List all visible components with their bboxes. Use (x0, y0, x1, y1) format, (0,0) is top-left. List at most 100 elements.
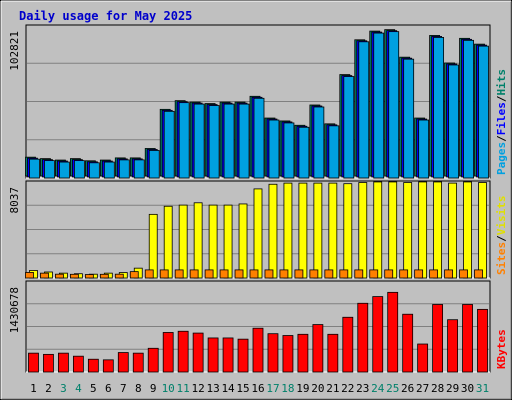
bar-pages-day-22 (343, 76, 355, 179)
bar-sites-day-9 (144, 269, 154, 279)
x-tick-label-day-30: 30 (461, 382, 474, 395)
bar-visits-day-14 (223, 204, 233, 279)
bar-kbytes-day-12 (192, 332, 204, 373)
bar-visits-day-16 (253, 188, 263, 279)
bar-visits-day-22 (343, 183, 353, 279)
bar-sites-day-14 (219, 269, 229, 279)
x-tick-label-day-31: 31 (476, 382, 489, 395)
bar-pages-day-6 (103, 161, 115, 179)
bar-pages-day-11 (178, 102, 190, 179)
bar-pages-day-20 (313, 106, 325, 179)
bar-kbytes-day-23 (357, 302, 369, 373)
bar-visits-day-23 (358, 182, 368, 279)
x-tick-label-day-21: 21 (326, 382, 339, 395)
bar-sites-day-15 (234, 269, 244, 279)
bar-sites-day-20 (309, 269, 319, 279)
x-axis-day-labels: 1 2 3 4 5 6 7 8 9 10 11 12 13 14 15 16 17 18 19 20 21 22 23 24 2… (30, 382, 489, 395)
x-tick-label-day-15: 15 (236, 382, 249, 395)
bar-visits-day-20 (313, 182, 323, 279)
bar-pages-day-14 (223, 103, 235, 179)
bar-pages-day-30 (463, 39, 474, 179)
bar-kbytes-day-19 (297, 333, 309, 373)
x-tick-label-day-8: 8 (135, 382, 142, 395)
bar-sites-day-28 (429, 269, 439, 279)
side-legend-part: / (495, 235, 508, 242)
bar-sites-day-29 (444, 269, 453, 279)
bar-kbytes-day-30 (462, 304, 473, 373)
panel-visits-sites: 8037 Sites/Visits (8, 180, 508, 279)
side-legend-part: / (495, 95, 508, 102)
side-legend-part: Pages (495, 142, 508, 175)
bar-pages-day-21 (328, 125, 340, 179)
bar-sites-day-26 (399, 269, 409, 279)
y-max-label: 1430678 (8, 287, 21, 333)
x-tick-label-day-18: 18 (281, 382, 294, 395)
x-tick-label-day-9: 9 (150, 382, 157, 395)
bar-pages-day-28 (433, 37, 445, 179)
bar-pages-day-1 (29, 158, 40, 179)
bar-sites-day-18 (279, 269, 289, 279)
bar-visits-day-11 (178, 204, 188, 279)
x-tick-label-day-22: 22 (341, 382, 354, 395)
bar-kbytes-day-29 (447, 319, 458, 373)
side-legend-part: / (495, 135, 508, 142)
bar-pages-day-8 (133, 159, 145, 179)
bar-pages-day-2 (44, 160, 55, 179)
bar-pages-day-12 (193, 103, 205, 179)
bar-pages-day-24 (373, 32, 385, 179)
bar-kbytes-day-3 (58, 352, 69, 373)
x-tick-label-day-20: 20 (311, 382, 324, 395)
bar-sites-day-3 (55, 273, 64, 279)
bar-sites-day-1 (25, 272, 34, 279)
x-tick-label-day-7: 7 (120, 382, 127, 395)
side-legend-label: Pages/Files/Hits (495, 69, 508, 175)
x-tick-label-day-11: 11 (177, 382, 190, 395)
side-legend-label: KBytes (495, 329, 508, 369)
bar-sites-day-21 (324, 269, 334, 279)
bar-visits-day-25 (388, 181, 398, 279)
bar-visits-day-27 (418, 181, 428, 279)
bar-pages-day-5 (88, 162, 100, 179)
x-tick-label-day-1: 1 (30, 382, 37, 395)
bar-visits-day-13 (208, 204, 218, 279)
bar-kbytes-day-16 (252, 327, 264, 373)
x-tick-label-day-17: 17 (266, 382, 279, 395)
bar-pages-day-17 (268, 119, 280, 179)
bar-pages-day-4 (73, 160, 85, 179)
bar-sites-day-8 (129, 271, 139, 279)
side-legend-part: Sites (495, 242, 508, 275)
bar-sites-day-2 (40, 272, 49, 279)
bar-kbytes-day-17 (267, 333, 279, 373)
bar-kbytes-day-10 (162, 332, 174, 373)
bar-sites-day-10 (159, 269, 169, 279)
x-tick-label-day-4: 4 (75, 382, 82, 395)
y-max-label: 102821 (8, 31, 21, 71)
x-tick-label-day-23: 23 (356, 382, 369, 395)
bar-pages-day-9 (148, 150, 160, 179)
bar-kbytes-day-26 (402, 313, 414, 373)
bar-sites-day-5 (84, 274, 94, 279)
side-legend-part: Hits (495, 69, 508, 96)
x-tick-label-day-14: 14 (221, 382, 235, 395)
bar-pages-day-13 (208, 105, 220, 179)
bar-visits-day-17 (268, 183, 278, 279)
bar-visits-day-19 (298, 182, 308, 279)
bar-pages-day-18 (283, 122, 295, 179)
bar-pages-day-3 (59, 161, 70, 179)
bar-sites-day-23 (354, 269, 364, 279)
bar-sites-day-19 (294, 269, 304, 279)
bar-pages-day-27 (418, 119, 430, 179)
bar-visits-day-15 (238, 203, 248, 279)
x-tick-label-day-13: 13 (206, 382, 219, 395)
bar-kbytes-day-13 (207, 337, 219, 373)
chart-title: Daily usage for May 2025 (19, 9, 192, 23)
bar-sites-day-7 (114, 273, 124, 279)
bar-visits-day-29 (448, 182, 457, 279)
bar-kbytes-day-18 (282, 335, 294, 373)
panel-kbytes: 1430678 KBytes (8, 280, 508, 373)
y-max-label: 8037 (8, 187, 21, 214)
bar-sites-day-24 (369, 269, 379, 279)
x-tick-label-day-3: 3 (60, 382, 67, 395)
